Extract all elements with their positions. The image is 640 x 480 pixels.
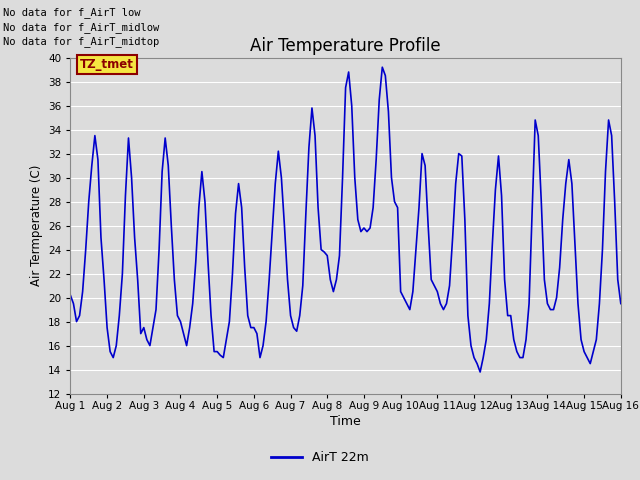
X-axis label: Time: Time [330, 415, 361, 428]
Text: No data for f_AirT_midlow: No data for f_AirT_midlow [3, 22, 159, 33]
Legend: AirT 22m: AirT 22m [266, 446, 374, 469]
Text: No data for f_AirT_midtop: No data for f_AirT_midtop [3, 36, 159, 47]
Text: TZ_tmet: TZ_tmet [80, 58, 134, 72]
Y-axis label: Air Termperature (C): Air Termperature (C) [29, 165, 43, 286]
Text: No data for f_AirT low: No data for f_AirT low [3, 7, 141, 18]
Title: Air Temperature Profile: Air Temperature Profile [250, 36, 441, 55]
